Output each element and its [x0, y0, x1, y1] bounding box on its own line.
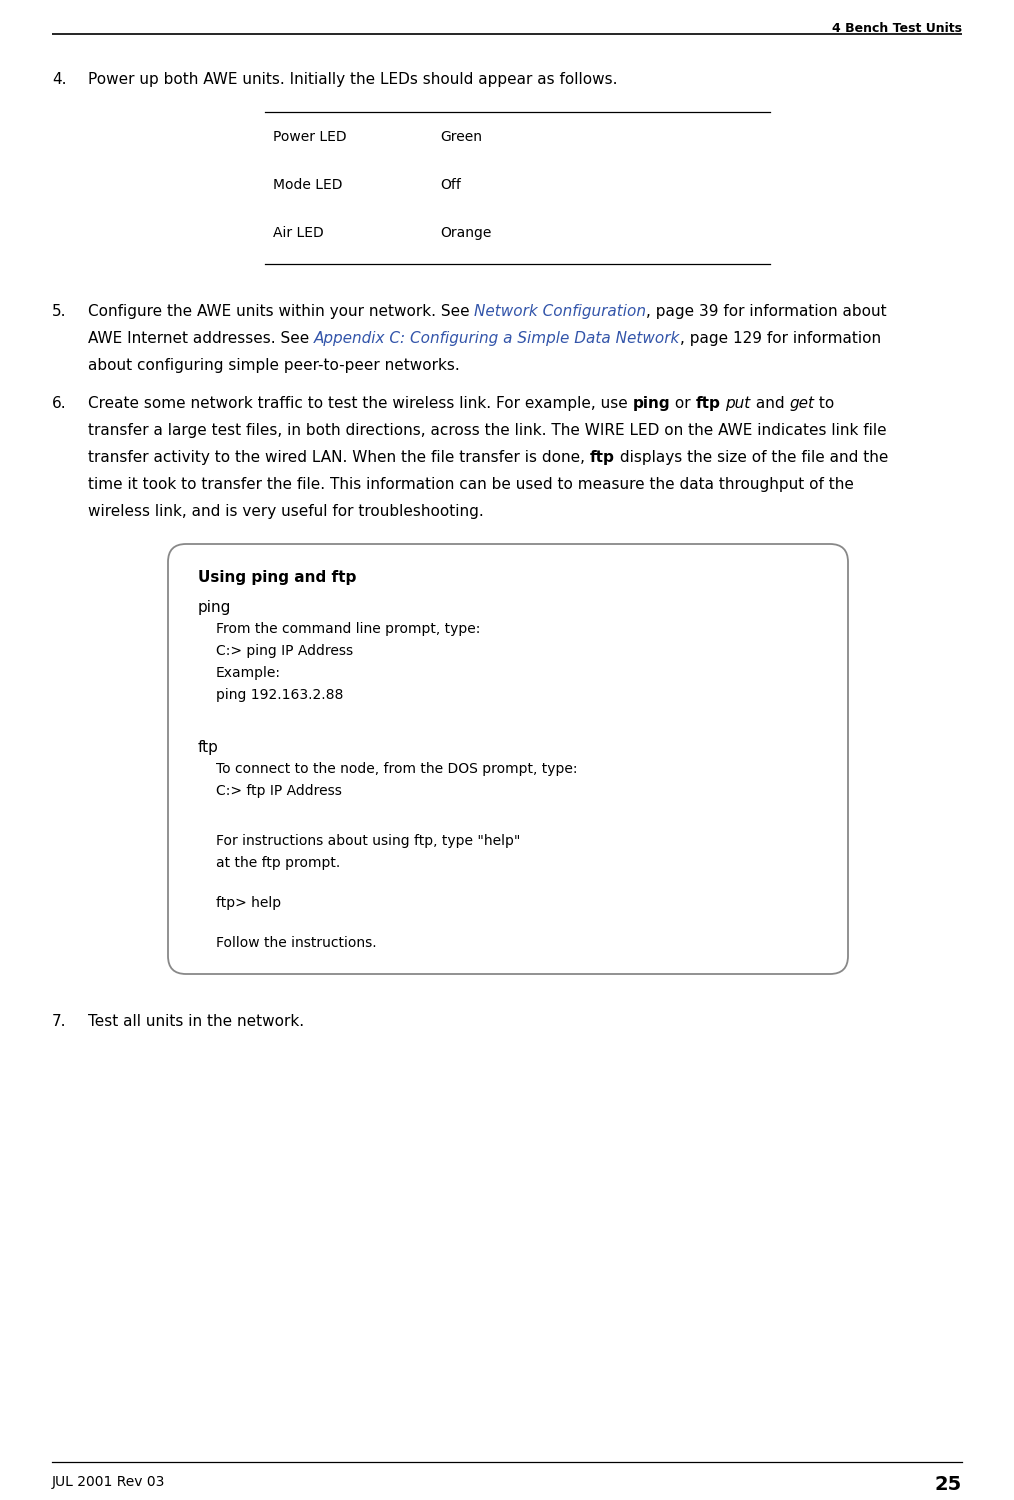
Text: Create some network traffic to test the wireless link. For example, use: Create some network traffic to test the …	[88, 396, 633, 411]
Text: , page 129 for information: , page 129 for information	[680, 332, 881, 346]
Text: Follow the instructions.: Follow the instructions.	[216, 936, 376, 950]
Text: Configure the AWE units within your network. See: Configure the AWE units within your netw…	[88, 304, 475, 320]
FancyBboxPatch shape	[168, 544, 848, 974]
Text: Power LED: Power LED	[273, 130, 347, 144]
Text: time it took to transfer the file. This information can be used to measure the d: time it took to transfer the file. This …	[88, 477, 854, 492]
Text: 6.: 6.	[52, 396, 67, 411]
Text: From the command line prompt, type:: From the command line prompt, type:	[216, 622, 481, 636]
Text: Network Configuration: Network Configuration	[475, 304, 647, 320]
Text: ftp> help: ftp> help	[216, 896, 281, 910]
Text: at the ftp prompt.: at the ftp prompt.	[216, 856, 341, 870]
Text: ping 192.163.2.88: ping 192.163.2.88	[216, 688, 344, 702]
Text: 4 Bench Test Units: 4 Bench Test Units	[832, 22, 962, 34]
Text: C:> ftp IP Address: C:> ftp IP Address	[216, 784, 342, 798]
Text: Appendix C: Configuring a Simple Data Network: Appendix C: Configuring a Simple Data Ne…	[314, 332, 680, 346]
Text: ftp: ftp	[696, 396, 721, 411]
Text: , page 39 for information about: , page 39 for information about	[647, 304, 887, 320]
Text: ftp: ftp	[198, 740, 219, 754]
Text: C:> ping IP Address: C:> ping IP Address	[216, 644, 353, 658]
Text: ping: ping	[633, 396, 670, 411]
Text: about configuring simple peer-to-peer networks.: about configuring simple peer-to-peer ne…	[88, 358, 459, 374]
Text: Orange: Orange	[440, 226, 492, 240]
Text: 7.: 7.	[52, 1014, 67, 1029]
Text: Test all units in the network.: Test all units in the network.	[88, 1014, 304, 1029]
Text: JUL 2001 Rev 03: JUL 2001 Rev 03	[52, 1474, 165, 1490]
Text: to: to	[814, 396, 835, 411]
Text: displays the size of the file and the: displays the size of the file and the	[614, 450, 888, 465]
Text: Using ping and ftp: Using ping and ftp	[198, 570, 356, 585]
Text: Air LED: Air LED	[273, 226, 323, 240]
Text: Power up both AWE units. Initially the LEDs should appear as follows.: Power up both AWE units. Initially the L…	[88, 72, 618, 87]
Text: ftp: ftp	[590, 450, 614, 465]
Text: transfer activity to the wired LAN. When the file transfer is done,: transfer activity to the wired LAN. When…	[88, 450, 590, 465]
Text: Green: Green	[440, 130, 482, 144]
Text: Example:: Example:	[216, 666, 281, 680]
Text: wireless link, and is very useful for troubleshooting.: wireless link, and is very useful for tr…	[88, 504, 484, 519]
Text: 4.: 4.	[52, 72, 67, 87]
Text: For instructions about using ftp, type "help": For instructions about using ftp, type "…	[216, 834, 520, 848]
Text: AWE Internet addresses. See: AWE Internet addresses. See	[88, 332, 314, 346]
Text: 25: 25	[935, 1474, 962, 1494]
Text: To connect to the node, from the DOS prompt, type:: To connect to the node, from the DOS pro…	[216, 762, 578, 776]
Text: 5.: 5.	[52, 304, 67, 320]
Text: put: put	[725, 396, 750, 411]
Text: Off: Off	[440, 178, 461, 192]
Text: and: and	[750, 396, 789, 411]
Text: transfer a large test files, in both directions, across the link. The WIRE LED o: transfer a large test files, in both dir…	[88, 423, 886, 438]
Text: or: or	[670, 396, 696, 411]
Text: Mode LED: Mode LED	[273, 178, 343, 192]
Text: get: get	[789, 396, 814, 411]
Text: ping: ping	[198, 600, 231, 615]
